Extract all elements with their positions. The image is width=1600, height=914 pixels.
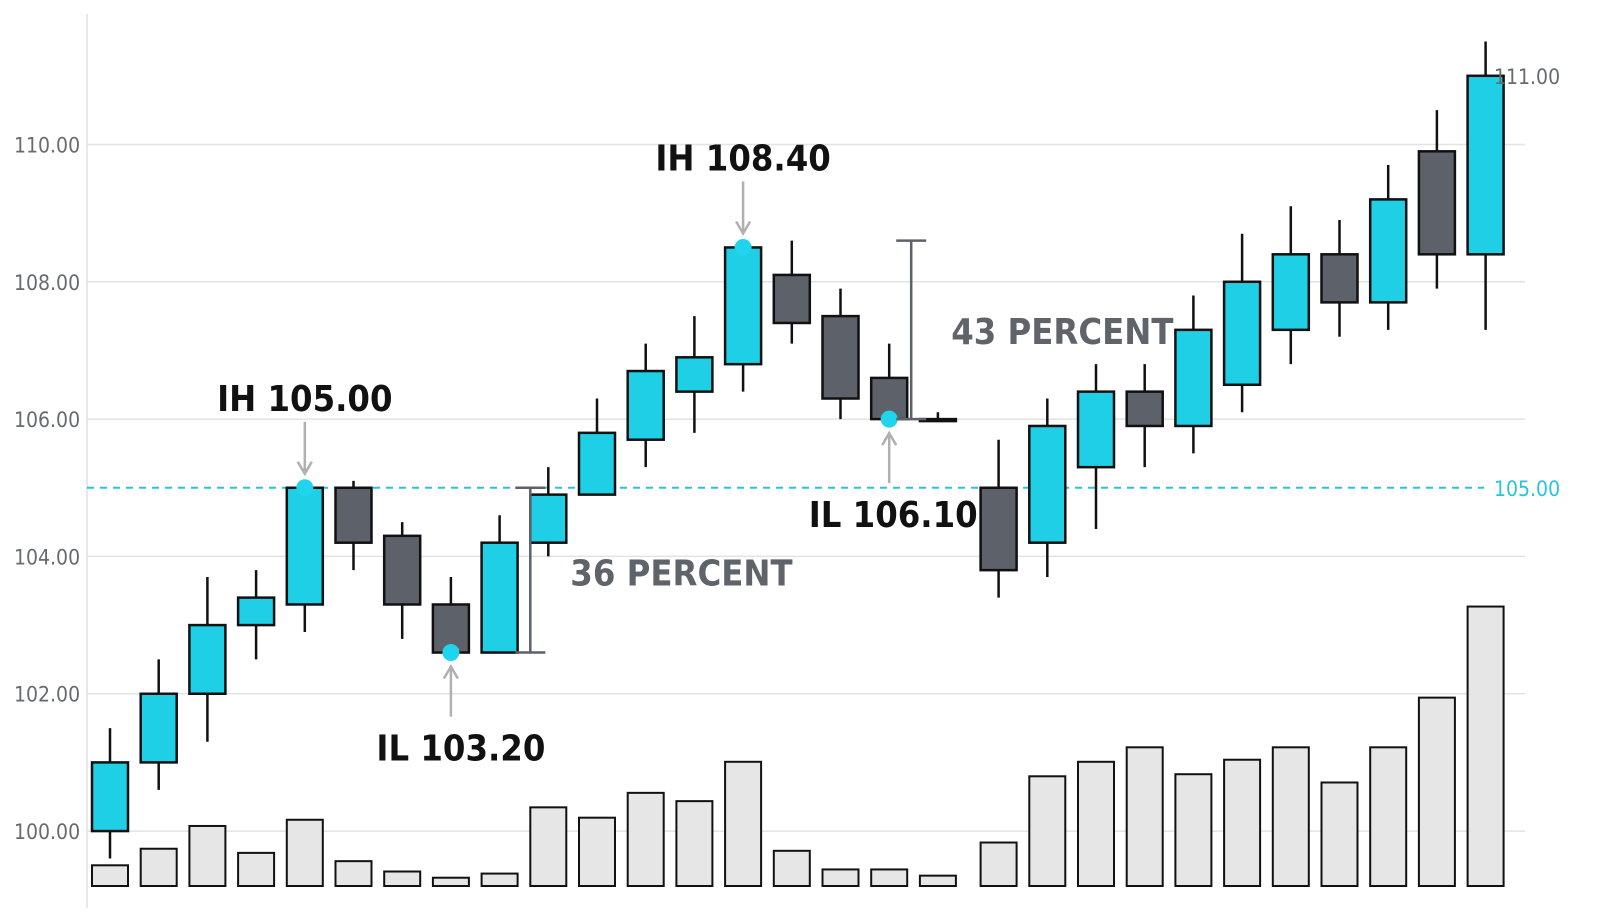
candle-body-up: [1028, 424, 1067, 544]
volume-bar: [918, 874, 957, 888]
volume-bar: [821, 868, 860, 888]
annotation-layer: IH 105.00 IL 103.20 IH 108.40 IL 106.10 36 P…: [217, 138, 1173, 769]
candle-body-up: [188, 623, 227, 695]
volume-bar: [1174, 773, 1213, 887]
candle-body-down: [431, 603, 471, 654]
candle-body-up: [529, 493, 568, 544]
volume-bar: [237, 851, 276, 888]
pivot-marker: [880, 410, 898, 428]
candle-body-down: [979, 486, 1018, 572]
volume-bar: [675, 800, 714, 888]
arrow-head: [881, 430, 898, 446]
candle-body-up: [1368, 198, 1408, 304]
arrow-head: [296, 461, 313, 477]
candle-body-down: [1417, 150, 1457, 256]
candle-body-up: [139, 692, 178, 764]
volume-bar: [285, 818, 324, 888]
pivot-marker: [442, 644, 460, 662]
y-tick-label: 106.00: [14, 408, 80, 432]
candle-layer: [90, 41, 1505, 859]
reference-line-label: 105.00: [1494, 477, 1560, 501]
candle-body-up: [1271, 253, 1311, 332]
arrow-head: [442, 664, 459, 680]
candle-body-down: [821, 314, 860, 400]
candle-body-down: [772, 273, 812, 325]
volume-layer: [91, 605, 1505, 888]
volume-bar: [1125, 746, 1164, 887]
y-tick-label: 104.00: [14, 545, 80, 569]
last-price-label: 111.00: [1494, 65, 1560, 89]
candle-body-up: [723, 246, 763, 366]
volume-bar: [91, 864, 129, 887]
volume-bar: [480, 872, 519, 888]
pivot-marker: [296, 479, 314, 497]
volume-bar: [724, 760, 763, 887]
pivot-marker: [734, 238, 752, 256]
volume-bar: [529, 806, 568, 888]
volume-bar: [139, 847, 178, 887]
candle-body-up: [1174, 328, 1213, 428]
candle-body-up: [236, 596, 276, 627]
volume-bar: [188, 824, 227, 887]
candle-body-up: [285, 486, 325, 606]
pivot-label: IH 105.00: [217, 379, 392, 420]
volume-bar: [1369, 746, 1408, 887]
candle-body-up: [675, 356, 714, 393]
volume-bar: [431, 876, 470, 887]
volume-bar: [334, 860, 373, 887]
candle-body-up: [1222, 280, 1262, 387]
grid-layer: 100.00 102.00 104.00 106.00 108.00 110.00: [14, 133, 1525, 844]
volume-bar: [1028, 775, 1067, 887]
arrow-head: [735, 220, 752, 236]
volume-bar: [578, 816, 616, 887]
volume-bar: [1320, 781, 1359, 887]
volume-bar: [1077, 760, 1115, 887]
candle-body-up: [626, 369, 665, 441]
volume-bar: [772, 849, 811, 887]
range-label: 43 PERCENT: [951, 312, 1173, 353]
y-tick-label: 102.00: [14, 683, 80, 707]
y-tick-label: 100.00: [14, 820, 80, 844]
volume-bar: [1417, 696, 1456, 887]
range-label: 36 PERCENT: [570, 554, 792, 595]
candle-body-up: [480, 541, 519, 654]
candle-body-up: [1076, 390, 1116, 469]
volume-bar: [1466, 605, 1505, 887]
pivot-label: IH 108.40: [655, 138, 830, 179]
volume-bar: [1271, 746, 1310, 887]
volume-bar: [626, 791, 665, 887]
volume-bar: [1223, 758, 1262, 887]
pivot-label: IL 103.20: [376, 729, 545, 770]
candle-body-down: [1320, 253, 1359, 304]
volume-bar: [870, 868, 909, 888]
candle-body-down: [334, 486, 373, 544]
pivot-label: IL 106.10: [809, 495, 978, 536]
candle-body-down: [1125, 390, 1164, 428]
y-tick-label: 108.00: [14, 271, 80, 295]
volume-bar: [979, 841, 1018, 888]
candle-body-up: [577, 431, 617, 496]
candle-body-up: [90, 761, 130, 833]
y-tick-label: 110.00: [14, 133, 80, 157]
volume-bar: [383, 870, 422, 888]
candle-body-up: [1466, 74, 1505, 256]
reference-layer: 105.00: [87, 477, 1560, 501]
candle-body-down: [382, 534, 422, 606]
